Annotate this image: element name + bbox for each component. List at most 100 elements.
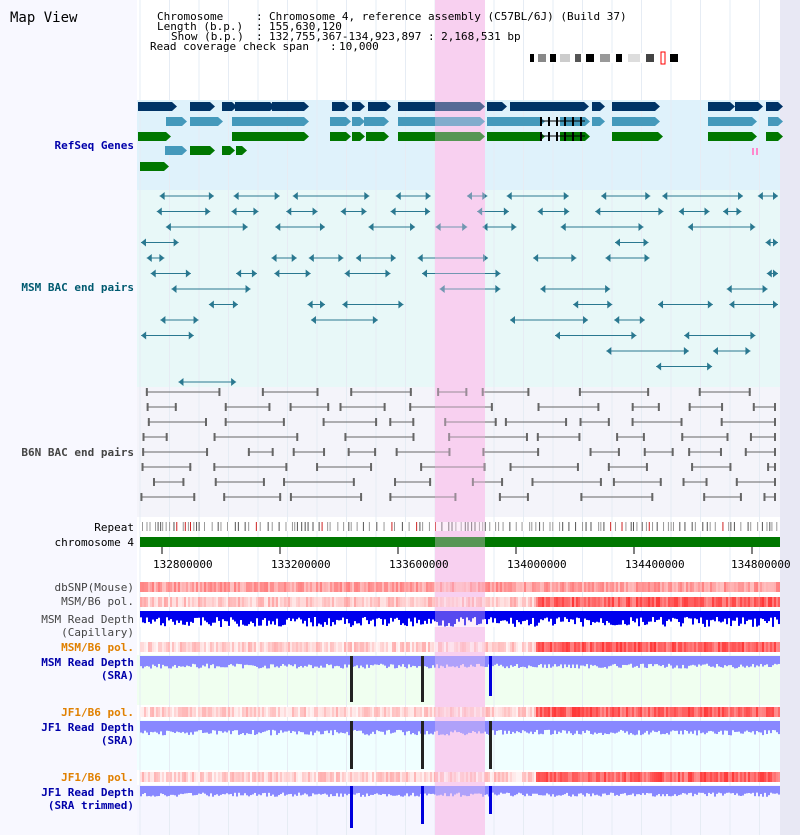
density-cell — [572, 597, 574, 607]
density-cell — [370, 707, 372, 717]
depth-bar — [374, 611, 376, 627]
density-cell — [140, 582, 142, 592]
density-cell — [220, 582, 222, 592]
depth-bar — [216, 786, 218, 795]
density-cell — [542, 582, 544, 592]
track-label-repeat[interactable]: Repeat — [94, 521, 134, 534]
refseq-gene-arrow — [360, 117, 365, 126]
density-cell — [268, 707, 270, 717]
depth-bar — [400, 721, 402, 731]
density-cell — [548, 707, 550, 717]
density-cell — [666, 772, 668, 782]
repeat-element — [684, 522, 686, 531]
depth-bar — [402, 786, 404, 797]
density-cell — [364, 707, 366, 717]
msm-bac-end — [723, 207, 729, 216]
depth-bar — [458, 721, 460, 732]
density-cell — [308, 772, 310, 782]
msm-bac-end — [398, 300, 404, 309]
msm-bac-end — [140, 238, 146, 247]
msm-bac-end — [271, 254, 277, 262]
depth-bar — [306, 721, 308, 735]
track-label-msm-depth-cap[interactable]: MSM Read Depth — [41, 613, 134, 626]
density-cell — [468, 582, 470, 592]
depth-bar — [728, 786, 730, 793]
track-label-msm-depth-sra[interactable]: MSM Read Depth — [41, 656, 134, 669]
density-cell — [464, 582, 466, 592]
depth-bar — [506, 611, 508, 622]
track-label-msm-b6-pol-1[interactable]: MSM/B6 pol. — [61, 595, 134, 608]
depth-bar — [722, 786, 724, 796]
b6n-bac-end — [454, 493, 457, 501]
depth-bar — [232, 786, 234, 797]
depth-bar — [322, 721, 324, 735]
density-cell — [504, 642, 506, 652]
density-cell — [246, 707, 248, 717]
msm-bac-end — [178, 378, 184, 386]
depth-bar — [368, 611, 370, 625]
depth-bar — [568, 611, 570, 622]
depth-bar — [206, 721, 208, 733]
depth-bar — [174, 611, 176, 625]
depth-bar — [610, 786, 612, 793]
depth-bar — [348, 611, 350, 624]
track-label-jf1-b6-pol-2[interactable]: JF1/B6 pol. — [61, 771, 134, 784]
density-cell — [186, 642, 188, 652]
density-cell — [262, 597, 264, 607]
depth-bar — [658, 721, 660, 731]
depth-bar — [512, 656, 514, 667]
track-label-jf1-b6-pol-1[interactable]: JF1/B6 pol. — [61, 706, 134, 719]
density-cell — [160, 582, 162, 592]
track-label-dbsnp[interactable]: dbSNP(Mouse) — [54, 581, 134, 594]
density-cell — [252, 597, 254, 607]
density-cell — [616, 642, 618, 652]
density-cell — [234, 582, 236, 592]
track-label-b6n-bac[interactable]: B6N BAC end pairs — [21, 446, 134, 459]
depth-bar — [364, 786, 366, 797]
span-label: Read coverage check span — [150, 40, 309, 53]
depth-bar — [720, 611, 722, 623]
depth-bar — [266, 611, 268, 626]
density-cell — [402, 597, 404, 607]
repeat-element — [722, 522, 724, 531]
repeat-element — [376, 522, 378, 531]
density-cell — [698, 707, 700, 717]
msm-bac-end — [159, 192, 165, 200]
depth-bar — [638, 611, 640, 627]
density-cell — [396, 707, 398, 717]
depth-bar — [246, 721, 248, 734]
depth-bar — [346, 611, 348, 619]
depth-bar — [296, 721, 298, 735]
density-cell — [370, 772, 372, 782]
track-label-msm-b6-pol-2[interactable]: MSM/B6 pol. — [61, 641, 134, 654]
depth-bar — [336, 611, 338, 620]
density-cell — [706, 707, 708, 717]
density-cell — [692, 582, 694, 592]
track-label-refseq[interactable]: RefSeq Genes — [54, 139, 134, 152]
depth-bar — [214, 786, 216, 796]
track-label-msm-bac[interactable]: MSM BAC end pairs — [21, 281, 134, 294]
density-cell — [166, 642, 168, 652]
density-cell — [638, 642, 640, 652]
density-cell — [588, 597, 590, 607]
density-cell — [186, 582, 188, 592]
density-cell — [372, 772, 374, 782]
depth-bar — [744, 656, 746, 668]
density-cell — [496, 642, 498, 652]
depth-bar — [190, 656, 192, 667]
density-cell — [180, 582, 182, 592]
density-cell — [232, 642, 234, 652]
density-cell — [194, 597, 196, 607]
depth-bar — [304, 611, 306, 621]
density-cell — [688, 582, 690, 592]
depth-bar — [324, 611, 326, 623]
axis-tick-label: 134400000 — [625, 558, 685, 571]
depth-bar — [426, 656, 428, 667]
density-cell — [576, 642, 578, 652]
depth-bar — [712, 656, 714, 667]
track-label-jf1-depth-trim[interactable]: JF1 Read Depth — [41, 786, 134, 799]
track-label-jf1-depth-sra[interactable]: JF1 Read Depth — [41, 721, 134, 734]
depth-bar — [150, 786, 152, 797]
density-cell — [472, 772, 474, 782]
